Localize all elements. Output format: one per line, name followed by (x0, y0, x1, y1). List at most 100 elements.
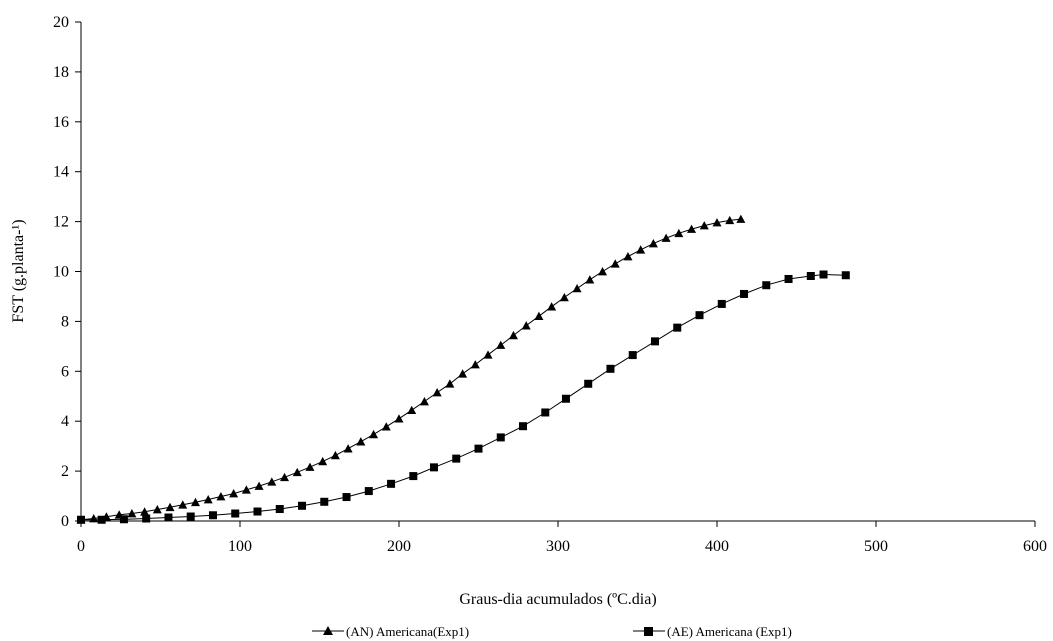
data-point-triangle (648, 239, 658, 248)
data-point-triangle (598, 267, 608, 276)
data-point-triangle (483, 350, 493, 359)
data-point-triangle (458, 369, 468, 378)
data-point-square (409, 472, 418, 481)
data-point-triangle (318, 456, 328, 466)
data-point-triangle (152, 505, 162, 514)
data-point-square (387, 479, 396, 488)
data-point-triangle (407, 405, 417, 415)
data-point-triangle (241, 485, 251, 494)
data-point-triangle (127, 509, 137, 518)
data-point-triangle (572, 283, 582, 293)
x-axis-ticks: 0 100 200 300 400 500 600 (77, 521, 1047, 555)
data-point-square (784, 274, 793, 283)
data-point-triangle (674, 228, 684, 238)
data-point-square (320, 497, 329, 506)
data-point-triangle (470, 360, 480, 369)
legend: (AN) Americana(Exp1) (AE) Americana (Exp… (312, 624, 792, 639)
data-point-square (673, 323, 682, 332)
data-point-triangle (343, 444, 353, 453)
data-point-triangle (305, 462, 315, 471)
x-tick-label: 600 (1023, 538, 1047, 555)
data-point-square (695, 311, 704, 320)
data-point-triangle (736, 214, 746, 223)
data-point-triangle (699, 221, 709, 230)
y-tick-label: 4 (61, 413, 69, 430)
data-point-square (561, 394, 570, 403)
y-tick-label: 2 (61, 463, 69, 480)
data-point-triangle (445, 379, 455, 388)
data-point-triangle (280, 472, 290, 482)
data-point-triangle (229, 489, 239, 498)
data-point-triangle (636, 245, 646, 254)
data-point-triangle (203, 495, 213, 504)
data-point-square (186, 512, 195, 521)
y-tick-label: 20 (53, 14, 69, 31)
y-tick-label: 8 (61, 313, 69, 330)
data-point-square (164, 513, 173, 522)
data-point-triangle (432, 388, 442, 397)
data-point-triangle (521, 321, 531, 330)
data-point-square (119, 515, 128, 524)
data-point-square (584, 379, 593, 388)
x-tick-label: 0 (77, 538, 85, 555)
data-point-square (142, 514, 151, 523)
data-point-square (97, 515, 106, 524)
x-tick-label: 500 (864, 538, 888, 555)
data-point-square (342, 493, 351, 502)
series-layer (76, 214, 850, 524)
y-tick-label: 12 (53, 214, 69, 231)
data-point-triangle (216, 492, 226, 501)
data-point-square (208, 511, 217, 520)
data-point-triangle (585, 275, 595, 284)
data-point-triangle (292, 467, 302, 477)
data-point-square (841, 271, 850, 280)
legend-square-icon (644, 627, 653, 636)
data-point-triangle (267, 477, 277, 486)
y-axis-ticks: 0 2 4 6 8 10 12 14 16 18 20 (53, 14, 81, 530)
x-tick-label: 300 (546, 538, 570, 555)
data-point-square (452, 454, 461, 463)
y-tick-label: 10 (53, 264, 69, 281)
data-point-square (474, 444, 483, 453)
data-point-square (541, 408, 550, 417)
data-point-square (298, 501, 307, 510)
data-point-square (806, 271, 815, 280)
data-point-square (496, 433, 505, 442)
y-tick-label: 18 (53, 64, 69, 81)
data-point-triangle (330, 450, 340, 460)
data-point-triangle (712, 218, 722, 227)
data-point-triangle (687, 224, 697, 233)
x-tick-label: 200 (387, 538, 411, 555)
data-point-square (364, 487, 373, 496)
data-point-triangle (623, 252, 633, 261)
data-point-triangle (254, 481, 264, 490)
y-tick-label: 16 (53, 114, 69, 131)
data-point-triangle (508, 330, 518, 340)
data-point-triangle (369, 429, 379, 439)
data-point-triangle (190, 497, 200, 507)
data-point-triangle (547, 302, 557, 311)
series-ae (77, 270, 850, 524)
data-point-triangle (534, 311, 544, 320)
y-tick-label: 14 (53, 164, 69, 181)
data-point-square (519, 422, 528, 431)
x-axis-label: Graus-dia acumulados (ºC.dia) (459, 591, 656, 608)
y-tick-label: 6 (61, 363, 69, 380)
data-point-square (77, 515, 85, 524)
data-point-triangle (559, 292, 569, 302)
data-point-triangle (419, 396, 429, 406)
series-line-ae (81, 273, 846, 521)
legend-label-an: (AN) Americana(Exp1) (346, 624, 469, 639)
data-point-triangle (725, 215, 735, 225)
data-point-square (740, 289, 749, 298)
data-point-square (253, 507, 262, 516)
x-tick-label: 100 (228, 538, 252, 555)
data-point-square (717, 299, 726, 308)
data-point-square (231, 509, 240, 518)
data-point-square (275, 505, 284, 514)
data-point-square (606, 364, 615, 373)
legend-item-an: (AN) Americana(Exp1) (312, 624, 469, 639)
data-point-triangle (356, 437, 366, 446)
data-point-square (819, 270, 828, 279)
